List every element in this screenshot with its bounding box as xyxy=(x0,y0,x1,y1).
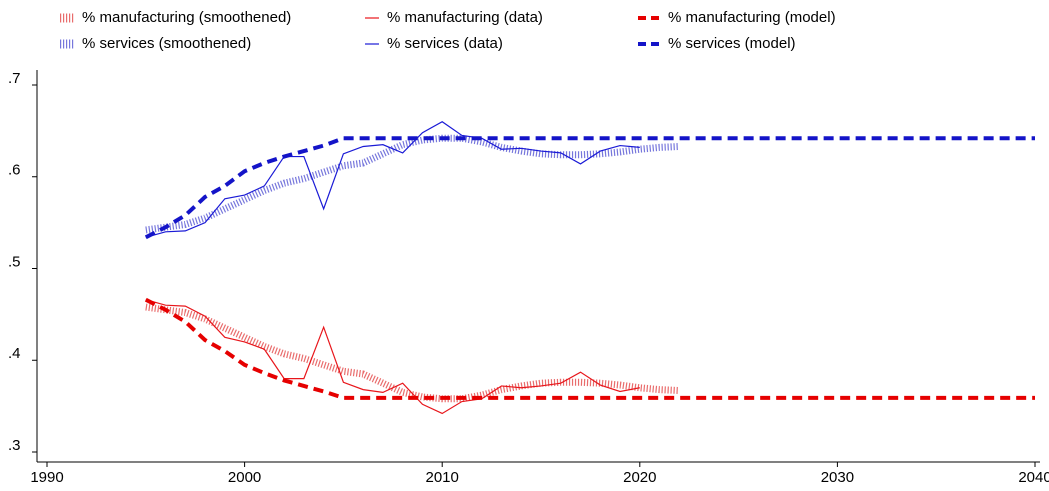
legend-label: % manufacturing (data) xyxy=(387,9,543,26)
x-tick-label: 1990 xyxy=(30,469,63,486)
legend-label: % manufacturing (model) xyxy=(668,9,836,26)
series-line xyxy=(145,120,640,238)
x-tick-label: 2020 xyxy=(623,469,656,486)
x-tick-label: 2030 xyxy=(821,469,854,486)
legend-label: % manufacturing (smoothened) xyxy=(82,9,291,26)
y-tick-label: .4 xyxy=(8,345,21,362)
legend-label: % services (model) xyxy=(668,35,796,52)
y-tick-label: .6 xyxy=(8,162,21,179)
legend-label: % services (data) xyxy=(387,35,503,52)
y-tick-label: .3 xyxy=(8,437,21,454)
series-line xyxy=(144,297,1035,400)
series-line xyxy=(144,136,1035,240)
series-line xyxy=(145,299,640,415)
legend-label: % services (smoothened) xyxy=(82,35,251,52)
x-tick-label: 2000 xyxy=(228,469,261,486)
x-tick-label: 2040 xyxy=(1018,469,1049,486)
x-tick-label: 2010 xyxy=(426,469,459,486)
y-tick-label: .7 xyxy=(8,70,21,87)
y-tick-label: .5 xyxy=(8,253,21,270)
series-line xyxy=(145,303,680,403)
